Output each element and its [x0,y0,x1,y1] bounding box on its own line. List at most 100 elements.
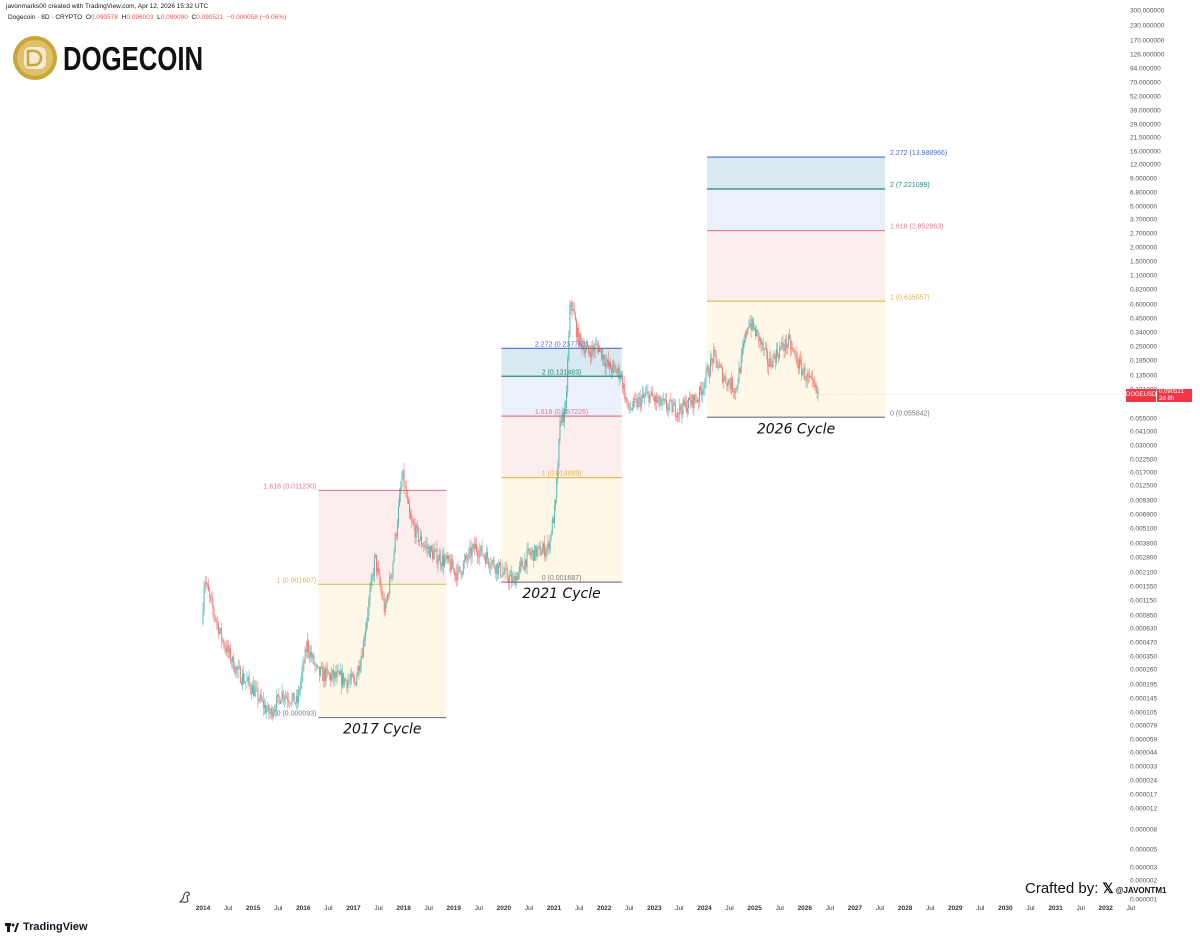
candle-body [661,398,663,404]
open-value: 0.090578 [90,14,118,21]
tradingview-logo[interactable]: TradingView [5,921,88,933]
candle-body [656,396,658,403]
candle-body [267,705,269,710]
candle-body [568,335,570,360]
candle [761,339,763,351]
candle [666,393,668,413]
price-tick-label: 0.600000 [1130,302,1157,309]
candle [709,350,711,378]
candle-body [789,335,791,339]
candle [718,358,720,369]
candle [546,544,548,562]
candle-body [642,394,644,397]
candle [406,490,408,505]
candle [506,564,508,581]
candle [293,692,295,704]
candle [261,696,263,702]
candle-body [273,710,275,713]
candle-body [575,320,577,338]
candle-body [608,362,610,367]
candle [764,341,766,350]
candle [400,481,402,503]
candle [775,342,777,366]
price-tick-label: 0.135000 [1130,373,1157,380]
candle [551,515,553,536]
candle [527,542,529,555]
candle-body [496,563,498,575]
candle-body [213,608,215,616]
candle [392,560,394,580]
candle [624,376,626,403]
candle-body [220,628,222,631]
candle-body [282,691,284,700]
candle [670,392,672,403]
candle-body [522,561,524,567]
candle [290,702,292,706]
candle [711,353,713,367]
candle-body [740,354,742,373]
candle [740,347,742,374]
candle-body [515,576,517,586]
candle-body [507,578,509,583]
candle-body [711,358,713,360]
candle-body [242,673,244,685]
candle [786,343,788,355]
candle-body [346,680,348,688]
candle-body [705,369,707,381]
candle [616,368,618,377]
candle-body [571,302,573,311]
candle-body [426,545,428,549]
candle-body [567,359,569,392]
candle [618,365,620,386]
candle-body [653,398,655,402]
candle [736,385,738,392]
candle [728,378,730,385]
candle-body [698,386,700,402]
candle-body [223,640,225,647]
time-tick-label: Jul [324,905,333,912]
time-tick-label: Jul [876,905,885,912]
symbol-label[interactable]: Dogecoin · 8D · CRYPTO [8,14,83,21]
candle-body [500,562,502,576]
candle [688,397,690,415]
candle-body [216,621,218,624]
candle-body [638,397,640,399]
candle [366,617,368,633]
candle-body [254,688,256,697]
candle [783,343,785,359]
candle [807,369,809,384]
candle [773,350,775,359]
candle [780,345,782,351]
candle [315,662,317,672]
candle [723,372,725,389]
price-axis: 300.000000 230.000000 170.000000 126.000000… [1130,8,1165,904]
candle-body [266,709,268,713]
tradingview-text: TradingView [23,921,88,933]
time-tick-label: Jul [525,905,534,912]
candle-body [363,639,365,641]
candle-body [492,559,494,562]
candle [734,387,736,399]
candle [306,632,308,659]
candle-body [796,356,798,366]
candle-body [406,496,408,500]
dino-icon[interactable] [178,890,192,904]
fib-extension: 0 (0.000093) 1 (0.001607) 1.618 (0.011230)… [264,483,447,738]
candle-body [646,391,648,394]
candle [591,341,593,363]
candle-body [460,571,462,576]
candle [374,554,376,559]
candle-body [437,560,439,564]
candle-body [312,655,314,659]
candle [647,384,649,398]
last-price-tag: 0.090521 2d 8h [1157,389,1192,402]
candle-body [623,384,625,389]
x-logo-icon: 𝕏 [1102,880,1114,896]
candle [438,547,440,561]
candle-body [203,586,205,611]
candle [344,677,346,688]
candle-body [271,708,273,717]
candle [309,644,311,664]
price-tick-label: 0.000003 [1130,865,1157,872]
